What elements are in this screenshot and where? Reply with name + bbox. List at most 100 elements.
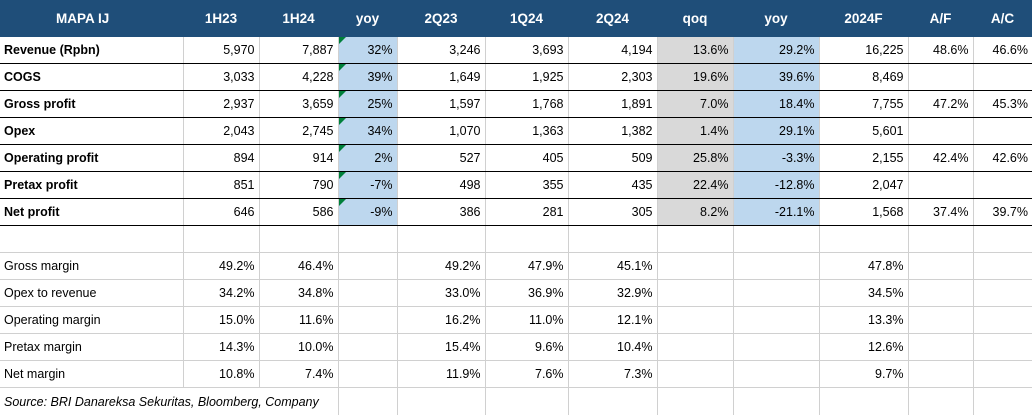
cell-2024f: 8,469: [819, 64, 908, 91]
cell-a-f: [908, 118, 973, 145]
row-label: Net profit: [0, 199, 183, 226]
cell-1h24: 4,228: [259, 64, 338, 91]
row-label: Pretax margin: [0, 334, 183, 361]
header-yoy-half: yoy: [338, 0, 397, 37]
cell-2024f: 2,047: [819, 172, 908, 199]
cell-yoy: 39.6%: [733, 64, 819, 91]
cell-yoy: [338, 280, 397, 307]
cell-yoy: -7%: [338, 172, 397, 199]
header-a-c: A/C: [973, 0, 1032, 37]
cell-2q24: 435: [568, 172, 657, 199]
cell-a-c: [973, 64, 1032, 91]
cell-2024f: 1,568: [819, 199, 908, 226]
cell-1h23: 34.2%: [183, 280, 259, 307]
cell-1q24: 1,768: [485, 91, 568, 118]
cell-2q23: 1,070: [397, 118, 485, 145]
cell-yoy: 29.2%: [733, 37, 819, 64]
cell-1q24: 9.6%: [485, 334, 568, 361]
cell-1h24: 2,745: [259, 118, 338, 145]
cell-2024f: 12.6%: [819, 334, 908, 361]
cell-a-f: [908, 280, 973, 307]
cell-1q24: 3,693: [485, 37, 568, 64]
row-label: Opex: [0, 118, 183, 145]
cell-qoq: [657, 280, 733, 307]
cell-a-c: [973, 307, 1032, 334]
cell-2q23: 498: [397, 172, 485, 199]
cell-2q23: 1,649: [397, 64, 485, 91]
cell-1h23: 5,970: [183, 37, 259, 64]
header-2024f: 2024F: [819, 0, 908, 37]
row-label: Opex to revenue: [0, 280, 183, 307]
header-a-f: A/F: [908, 0, 973, 37]
cell-yoy: 34%: [338, 118, 397, 145]
row-label: Gross margin: [0, 253, 183, 280]
cell-2024f: 16,225: [819, 37, 908, 64]
cell-yoy: [338, 361, 397, 388]
cell-2q23: 1,597: [397, 91, 485, 118]
cell-a-f: 42.4%: [908, 145, 973, 172]
header-row: MAPA IJ 1H23 1H24 yoy 2Q23 1Q24 2Q24 qoq…: [0, 0, 1032, 37]
cell-a-f: [908, 361, 973, 388]
cell-1h24: 7.4%: [259, 361, 338, 388]
cell-yoy: 39%: [338, 64, 397, 91]
cell-a-f: [908, 307, 973, 334]
cell-a-c: [973, 118, 1032, 145]
cell-2q23: 15.4%: [397, 334, 485, 361]
cell-1h23: 894: [183, 145, 259, 172]
cell-1q24: 11.0%: [485, 307, 568, 334]
cell-1h23: 646: [183, 199, 259, 226]
header-2q23: 2Q23: [397, 0, 485, 37]
cell-a-f: 37.4%: [908, 199, 973, 226]
cell-yoy: [733, 334, 819, 361]
cell-1h24: 914: [259, 145, 338, 172]
cell-qoq: [657, 334, 733, 361]
cell-yoy: -9%: [338, 199, 397, 226]
cell-yoy: [338, 334, 397, 361]
cell-2q23: 49.2%: [397, 253, 485, 280]
row-label: COGS: [0, 64, 183, 91]
cell-qoq: 8.2%: [657, 199, 733, 226]
cell-2024f: 13.3%: [819, 307, 908, 334]
cell-2024f: 7,755: [819, 91, 908, 118]
cell-2q23: 33.0%: [397, 280, 485, 307]
cell-a-f: [908, 64, 973, 91]
cell-a-c: [973, 253, 1032, 280]
cell-1h24: 7,887: [259, 37, 338, 64]
cell-2q23: 16.2%: [397, 307, 485, 334]
cell-qoq: 1.4%: [657, 118, 733, 145]
cell-yoy: -21.1%: [733, 199, 819, 226]
cell-yoy: -12.8%: [733, 172, 819, 199]
cell-a-f: 47.2%: [908, 91, 973, 118]
row-label: Pretax profit: [0, 172, 183, 199]
cell-a-f: [908, 172, 973, 199]
cell-yoy: [733, 307, 819, 334]
cell-2q23: 527: [397, 145, 485, 172]
cell-2q24: 1,382: [568, 118, 657, 145]
cell-1h24: 3,659: [259, 91, 338, 118]
cell-1h23: 2,937: [183, 91, 259, 118]
cell-2q24: 305: [568, 199, 657, 226]
cell-2q23: 3,246: [397, 37, 485, 64]
cell-a-c: [973, 172, 1032, 199]
cell-2q23: 386: [397, 199, 485, 226]
cell-yoy: [733, 253, 819, 280]
cell-2q24: 509: [568, 145, 657, 172]
header-qoq: qoq: [657, 0, 733, 37]
cell-yoy: [733, 280, 819, 307]
cell-1h23: 10.8%: [183, 361, 259, 388]
cell-a-c: 45.3%: [973, 91, 1032, 118]
cell-yoy: [338, 307, 397, 334]
cell-1q24: 405: [485, 145, 568, 172]
row-label: Operating margin: [0, 307, 183, 334]
cell-yoy: 2%: [338, 145, 397, 172]
cell-2024f: 9.7%: [819, 361, 908, 388]
cell-qoq: [657, 253, 733, 280]
cell-2q23: 11.9%: [397, 361, 485, 388]
cell-1h24: 10.0%: [259, 334, 338, 361]
cell-1q24: 47.9%: [485, 253, 568, 280]
cell-yoy: 32%: [338, 37, 397, 64]
